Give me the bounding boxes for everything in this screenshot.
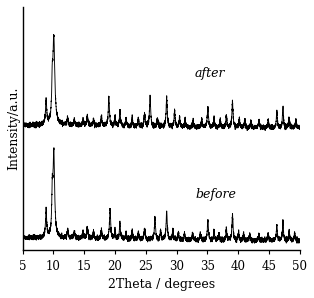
Y-axis label: Intensity/a.u.: Intensity/a.u.	[7, 87, 20, 170]
Text: before: before	[195, 188, 236, 201]
Text: after: after	[195, 66, 225, 80]
X-axis label: 2Theta / degrees: 2Theta / degrees	[108, 278, 215, 291]
